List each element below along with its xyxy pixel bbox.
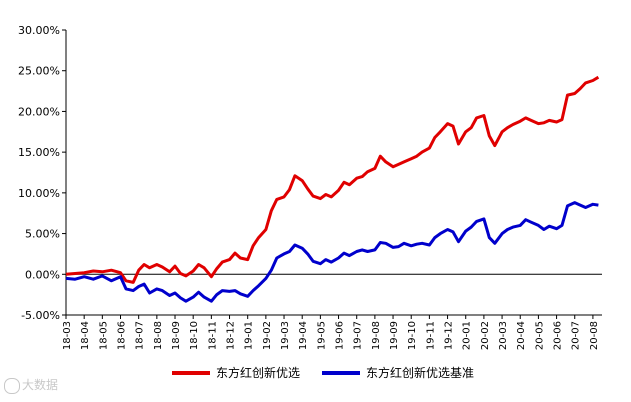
watermark: 大数据 bbox=[4, 376, 58, 394]
y-tick-label: 20.00% bbox=[18, 105, 60, 118]
x-tick-label: 18-09 bbox=[171, 321, 182, 350]
y-tick-label: -5.00% bbox=[21, 309, 60, 322]
y-tick-label: 0.00% bbox=[25, 268, 60, 281]
x-tick-label: 18-05 bbox=[98, 321, 109, 350]
x-tick-label: 20-08 bbox=[589, 321, 600, 350]
x-tick-label: 19-07 bbox=[353, 321, 364, 350]
y-tick-label: 15.00% bbox=[18, 146, 60, 159]
x-tick-label: 18-06 bbox=[117, 321, 128, 350]
series-line-0 bbox=[65, 75, 600, 284]
x-tick-label: 19-06 bbox=[335, 321, 346, 350]
y-tick-label: 10.00% bbox=[18, 187, 60, 200]
y-tick-label: 5.00% bbox=[25, 228, 60, 241]
x-tick-label: 19-04 bbox=[298, 321, 309, 350]
x-tick-label: 20-02 bbox=[480, 321, 491, 350]
series-line-1 bbox=[65, 201, 599, 303]
legend-label-1: 东方红创新优选基准 bbox=[366, 365, 474, 380]
x-tick-label: 19-09 bbox=[389, 321, 400, 350]
series-layer bbox=[65, 75, 600, 303]
x-tick-label: 19-01 bbox=[244, 321, 255, 350]
x-tick-label: 20-03 bbox=[498, 321, 509, 350]
x-tick-label: 19-08 bbox=[371, 321, 382, 350]
watermark-logo-icon bbox=[4, 377, 20, 394]
x-tick-label: 18-12 bbox=[226, 321, 237, 350]
x-tick-label: 19-03 bbox=[280, 321, 291, 350]
y-axis: 30.00% 25.00% 20.00% 15.00% 10.00% 5.00% 0.00%… bbox=[18, 24, 67, 322]
x-tick-label: 20-01 bbox=[462, 321, 473, 350]
x-axis: 18-03 18-04 18-05 18-06 18-07 18-08 18-09 18-10… bbox=[62, 273, 602, 350]
x-tick-label: 18-03 bbox=[62, 321, 73, 350]
x-tick-label: 18-10 bbox=[189, 321, 200, 350]
x-tick-label: 20-07 bbox=[571, 321, 582, 350]
y-tick-label: 25.00% bbox=[18, 65, 60, 78]
x-tick-label: 18-08 bbox=[153, 321, 164, 350]
x-tick-label: 19-02 bbox=[262, 321, 273, 350]
x-tick-label: 18-11 bbox=[207, 321, 218, 350]
legend: 东方红创新优选 东方红创新优选基准 bbox=[172, 365, 474, 380]
x-tick-label: 19-10 bbox=[407, 321, 418, 350]
x-tick-label: 20-04 bbox=[516, 321, 527, 350]
watermark-text: 大数据 bbox=[22, 378, 59, 392]
x-tick-label: 18-04 bbox=[80, 321, 91, 350]
x-tick-label: 20-06 bbox=[553, 321, 564, 350]
x-tick-label: 19-05 bbox=[316, 321, 327, 350]
y-tick-label: 30.00% bbox=[18, 24, 60, 37]
x-tick-label: 18-07 bbox=[135, 321, 146, 350]
legend-label-0: 东方红创新优选 bbox=[216, 365, 300, 380]
x-tick-label: 20-05 bbox=[534, 321, 545, 350]
x-tick-label: 19-11 bbox=[425, 321, 436, 350]
x-tick-label: 19-12 bbox=[444, 321, 455, 350]
